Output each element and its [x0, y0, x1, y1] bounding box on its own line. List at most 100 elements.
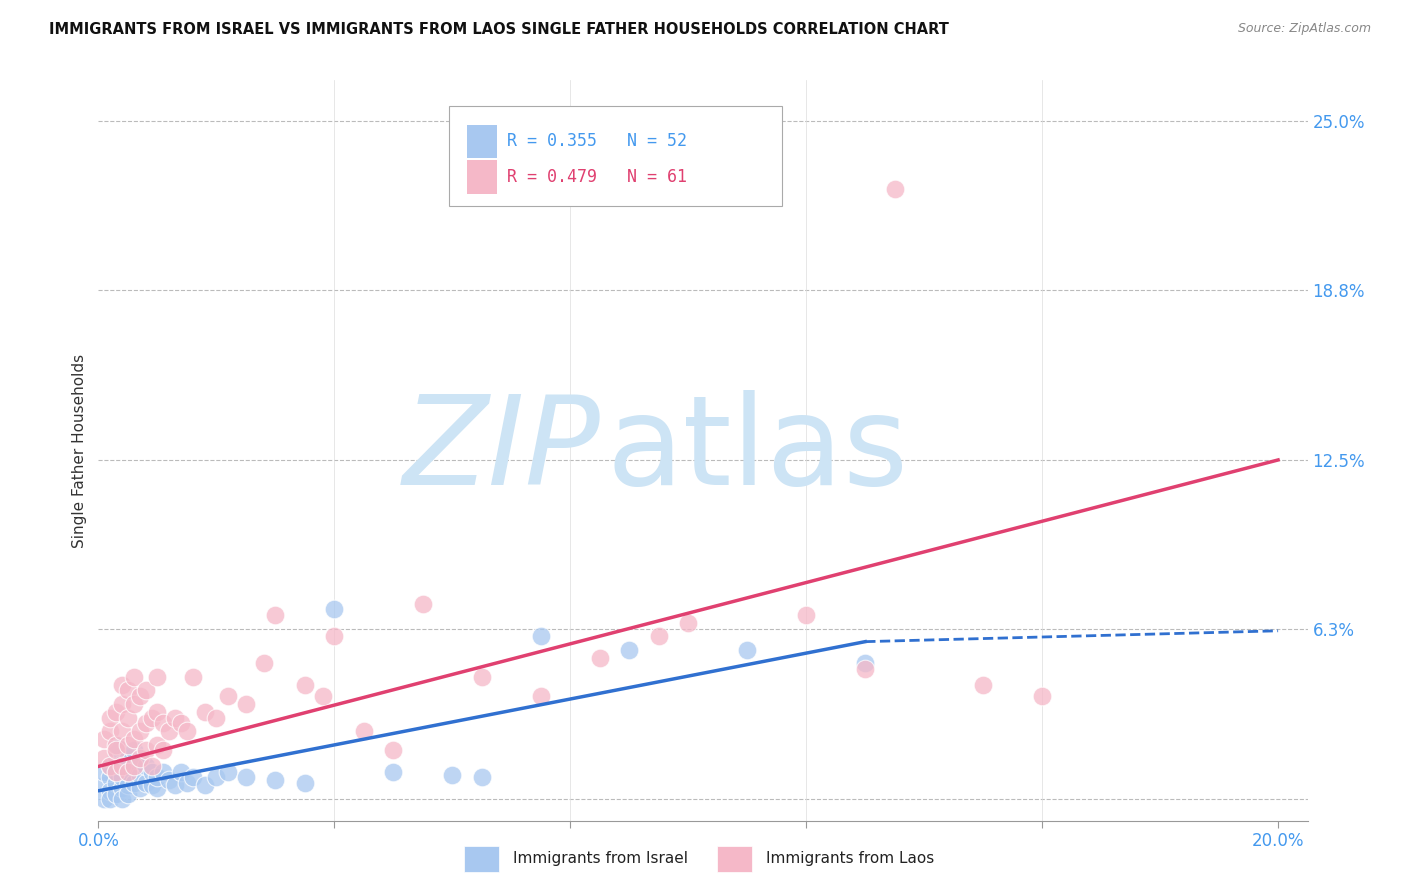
- Point: [98, 784, 121, 798]
- Point: [176, 775, 198, 789]
- Point: [441, 767, 464, 781]
- Point: [382, 743, 405, 757]
- Point: [294, 775, 316, 789]
- FancyBboxPatch shape: [467, 161, 498, 194]
- Point: [135, 716, 157, 731]
- Point: [135, 759, 157, 773]
- Point: [323, 602, 346, 616]
- Point: [141, 759, 163, 773]
- Text: Immigrants from Laos: Immigrants from Laos: [766, 851, 935, 865]
- Point: [98, 759, 121, 773]
- Point: [98, 710, 121, 724]
- Point: [794, 607, 817, 622]
- Point: [648, 629, 671, 643]
- Text: Source: ZipAtlas.com: Source: ZipAtlas.com: [1237, 22, 1371, 36]
- Point: [111, 697, 134, 711]
- Point: [105, 705, 128, 719]
- Point: [93, 778, 115, 792]
- Point: [98, 724, 121, 739]
- Point: [264, 772, 287, 787]
- Point: [170, 764, 193, 779]
- Point: [883, 182, 905, 196]
- Point: [141, 778, 163, 792]
- Point: [146, 670, 169, 684]
- Point: [853, 657, 876, 671]
- Point: [111, 759, 134, 773]
- Point: [111, 770, 134, 784]
- Point: [589, 651, 612, 665]
- Y-axis label: Single Father Households: Single Father Households: [72, 353, 87, 548]
- Point: [135, 743, 157, 757]
- Point: [530, 629, 553, 643]
- Point: [194, 778, 217, 792]
- Point: [122, 759, 145, 773]
- Point: [619, 642, 641, 657]
- Point: [152, 743, 174, 757]
- Point: [117, 764, 139, 779]
- Point: [194, 705, 217, 719]
- Point: [471, 770, 494, 784]
- Point: [122, 759, 145, 773]
- Point: [117, 787, 139, 801]
- Point: [117, 738, 139, 752]
- Point: [205, 710, 228, 724]
- Point: [146, 738, 169, 752]
- Point: [122, 775, 145, 789]
- Point: [678, 615, 700, 630]
- Point: [157, 772, 180, 787]
- Point: [152, 764, 174, 779]
- Point: [176, 724, 198, 739]
- Point: [170, 716, 193, 731]
- Point: [105, 787, 128, 801]
- Point: [530, 689, 553, 703]
- Point: [128, 751, 150, 765]
- Point: [735, 642, 758, 657]
- FancyBboxPatch shape: [467, 125, 498, 158]
- Point: [98, 759, 121, 773]
- Point: [323, 629, 346, 643]
- Point: [165, 710, 187, 724]
- Point: [146, 781, 169, 796]
- Text: R = 0.355   N = 52: R = 0.355 N = 52: [508, 132, 688, 150]
- Point: [105, 738, 128, 752]
- Point: [117, 751, 139, 765]
- Point: [117, 683, 139, 698]
- Point: [853, 662, 876, 676]
- Point: [111, 724, 134, 739]
- Point: [141, 710, 163, 724]
- Point: [111, 678, 134, 692]
- Point: [157, 724, 180, 739]
- Point: [128, 689, 150, 703]
- Text: Immigrants from Israel: Immigrants from Israel: [513, 851, 688, 865]
- Point: [412, 597, 434, 611]
- Point: [311, 689, 333, 703]
- Point: [93, 764, 115, 779]
- Point: [181, 670, 204, 684]
- Point: [128, 781, 150, 796]
- Point: [105, 743, 128, 757]
- Point: [217, 689, 239, 703]
- Point: [972, 678, 994, 692]
- Point: [146, 770, 169, 784]
- Point: [135, 775, 157, 789]
- Point: [93, 751, 115, 765]
- Point: [471, 670, 494, 684]
- Point: [122, 743, 145, 757]
- Point: [105, 775, 128, 789]
- Point: [122, 732, 145, 747]
- Point: [98, 792, 121, 806]
- Point: [93, 792, 115, 806]
- Point: [146, 705, 169, 719]
- Point: [128, 767, 150, 781]
- Point: [105, 738, 128, 752]
- FancyBboxPatch shape: [449, 106, 782, 206]
- Point: [111, 781, 134, 796]
- Point: [128, 724, 150, 739]
- Point: [117, 710, 139, 724]
- Text: atlas: atlas: [606, 390, 908, 511]
- Point: [152, 716, 174, 731]
- Point: [111, 792, 134, 806]
- Point: [122, 697, 145, 711]
- Point: [105, 751, 128, 765]
- Point: [382, 764, 405, 779]
